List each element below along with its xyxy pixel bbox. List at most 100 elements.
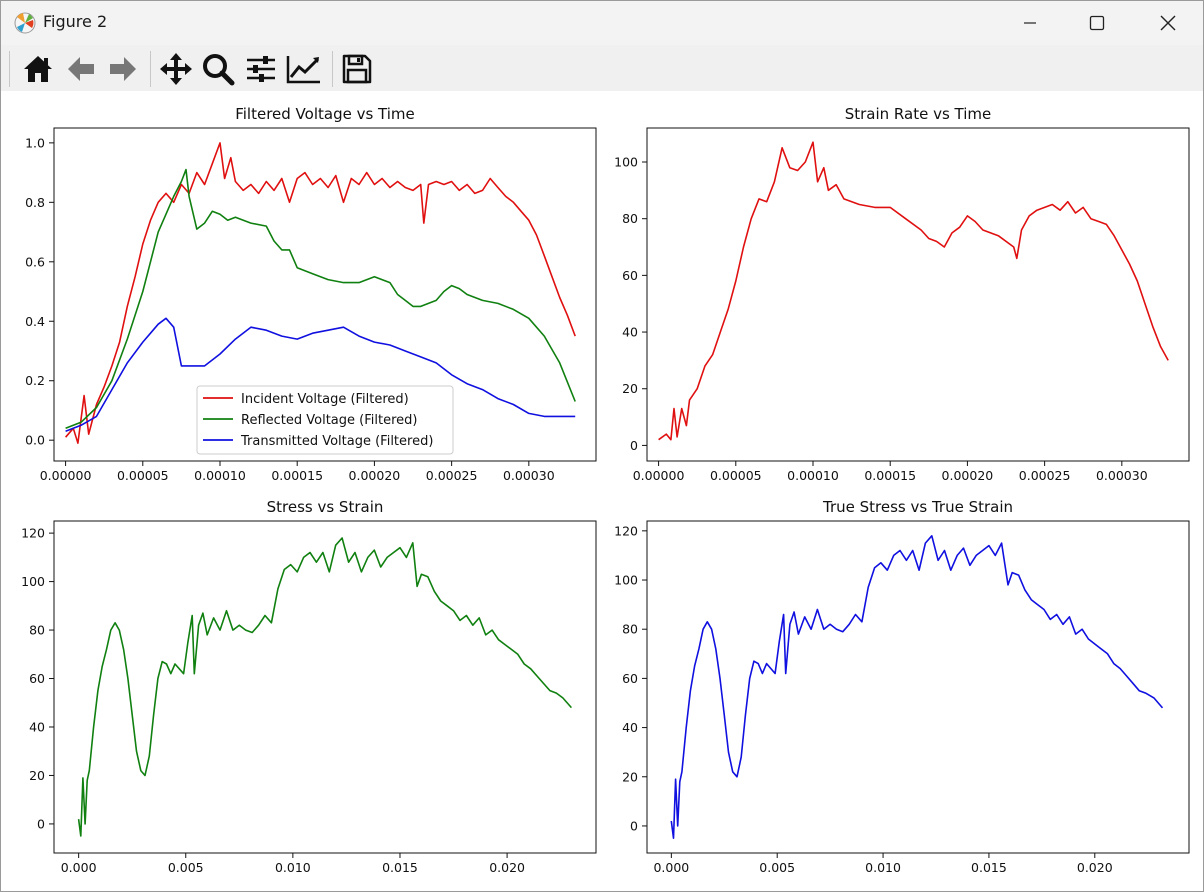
zoom-button[interactable] — [200, 51, 236, 87]
x-tick-label: 0.00020 — [349, 468, 401, 483]
y-tick-label: 0.0 — [25, 433, 45, 448]
x-tick-label: 0.020 — [489, 860, 525, 875]
series-line-1 — [658, 141, 1169, 441]
y-tick-label: 120 — [21, 526, 45, 541]
minimize-icon — [1024, 22, 1036, 24]
x-tick-label: 0.00025 — [1019, 468, 1071, 483]
series-line-3 — [65, 317, 576, 433]
arrow-left-icon — [68, 57, 94, 81]
save-button[interactable] — [339, 51, 375, 87]
maximize-icon — [1089, 15, 1105, 31]
y-tick-label: 120 — [614, 523, 638, 538]
y-tick-label: 40 — [29, 719, 45, 734]
subplot-2: Strain Rate vs Time 0.00000 0.00005 0.00010… — [614, 105, 1190, 483]
subplot-title: Stress vs Strain — [267, 498, 384, 516]
close-icon — [1160, 15, 1176, 31]
y-tick-label: 60 — [29, 671, 45, 686]
y-tick-label: 0 — [630, 438, 638, 453]
y-tick-label: 20 — [622, 381, 638, 396]
y-tick-label: 0.8 — [25, 195, 45, 210]
x-tick-label: 0.00010 — [787, 468, 839, 483]
x-tick-label: 0.010 — [865, 860, 901, 875]
figure-canvas[interactable]: Filtered Voltage vs Time 0.00000 0.00005 0.… — [1, 91, 1203, 891]
toolbar-separator — [332, 51, 333, 87]
toolbar-separator — [9, 51, 10, 87]
x-tick-label: 0.015 — [971, 860, 1007, 875]
subplot-3: Stress vs Strain 0.000 0.005 0.010 0.015 0.02… — [21, 498, 597, 875]
y-tick-label: 0 — [37, 816, 45, 831]
series-line-1 — [64, 142, 576, 444]
subplot-1: Filtered Voltage vs Time 0.00000 0.00005 0.… — [25, 105, 597, 483]
magnifier-icon — [203, 54, 235, 86]
x-tick-label: 0.00000 — [633, 468, 685, 483]
x-tick-label: 0.00015 — [864, 468, 916, 483]
x-tick-label: 0.005 — [168, 860, 204, 875]
x-tick-label: 0.000 — [61, 860, 97, 875]
legend-entry: Reflected Voltage (Filtered) — [241, 413, 417, 428]
forward-button[interactable] — [105, 51, 141, 87]
x-tick-label: 0.00005 — [710, 468, 762, 483]
x-tick-label: 0.00005 — [117, 468, 169, 483]
x-tick-label: 0.000 — [653, 860, 689, 875]
y-tick-label: 0.4 — [25, 314, 45, 329]
arrow-right-icon — [110, 57, 136, 81]
x-tick-label: 0.00015 — [271, 468, 323, 483]
x-tick-label: 0.00000 — [40, 468, 92, 483]
legend-entry: Transmitted Voltage (Filtered) — [240, 434, 433, 449]
y-tick-label: 80 — [622, 622, 638, 637]
y-tick-label: 100 — [614, 573, 638, 588]
configure-subplots-button[interactable] — [243, 51, 279, 87]
home-icon — [24, 56, 52, 82]
home-button[interactable] — [20, 51, 56, 87]
y-tick-label: 0.2 — [25, 373, 45, 388]
maximize-button[interactable] — [1074, 1, 1120, 45]
y-tick-label: 100 — [21, 574, 45, 589]
x-tick-label: 0.020 — [1077, 860, 1113, 875]
edit-axis-button[interactable] — [286, 51, 322, 87]
x-tick-label: 0.00020 — [942, 468, 994, 483]
window-title: Figure 2 — [43, 12, 108, 31]
x-tick-label: 0.00030 — [503, 468, 555, 483]
y-tick-label: 0 — [630, 818, 638, 833]
y-tick-label: 1.0 — [25, 135, 45, 150]
subplot-4: True Stress vs True Strain 0.000 0.005 0.01… — [614, 498, 1190, 875]
minimize-button[interactable] — [1007, 1, 1053, 45]
y-tick-label: 60 — [622, 268, 638, 283]
axes-frame — [646, 520, 1190, 854]
y-tick-label: 60 — [622, 671, 638, 686]
floppy-disk-icon — [342, 54, 372, 84]
axes-frame — [53, 520, 597, 854]
legend-box — [196, 385, 454, 455]
back-button[interactable] — [63, 51, 99, 87]
axes-frame — [646, 127, 1190, 462]
x-tick-label: 0.00025 — [426, 468, 478, 483]
y-tick-label: 80 — [29, 623, 45, 638]
navigation-toolbar — [1, 45, 1203, 92]
pan-button[interactable] — [158, 51, 194, 87]
legend-entry: Incident Voltage (Filtered) — [241, 392, 409, 407]
sliders-icon — [247, 56, 275, 82]
y-tick-label: 40 — [622, 720, 638, 735]
series-line-2 — [65, 168, 576, 430]
move-icon — [160, 53, 192, 85]
title-bar: Figure 2 — [1, 1, 1203, 45]
legend: Incident Voltage (Filtered) Reflected Vol… — [196, 385, 454, 455]
y-tick-label: 20 — [622, 769, 638, 784]
x-tick-label: 0.015 — [382, 860, 418, 875]
y-tick-label: 0.6 — [25, 254, 45, 269]
y-tick-label: 80 — [622, 211, 638, 226]
subplot-title: Strain Rate vs Time — [845, 105, 992, 123]
subplot-title: True Stress vs True Strain — [822, 498, 1013, 516]
close-button[interactable] — [1145, 1, 1191, 45]
y-tick-label: 20 — [29, 768, 45, 783]
x-tick-label: 0.005 — [759, 860, 795, 875]
x-tick-label: 0.010 — [275, 860, 311, 875]
series-line-1 — [670, 535, 1164, 839]
axes-frame — [53, 127, 597, 462]
x-tick-label: 0.00030 — [1096, 468, 1148, 483]
toolbar-separator — [150, 51, 151, 87]
matplotlib-logo-icon — [14, 12, 36, 34]
series-line-1 — [77, 537, 572, 837]
